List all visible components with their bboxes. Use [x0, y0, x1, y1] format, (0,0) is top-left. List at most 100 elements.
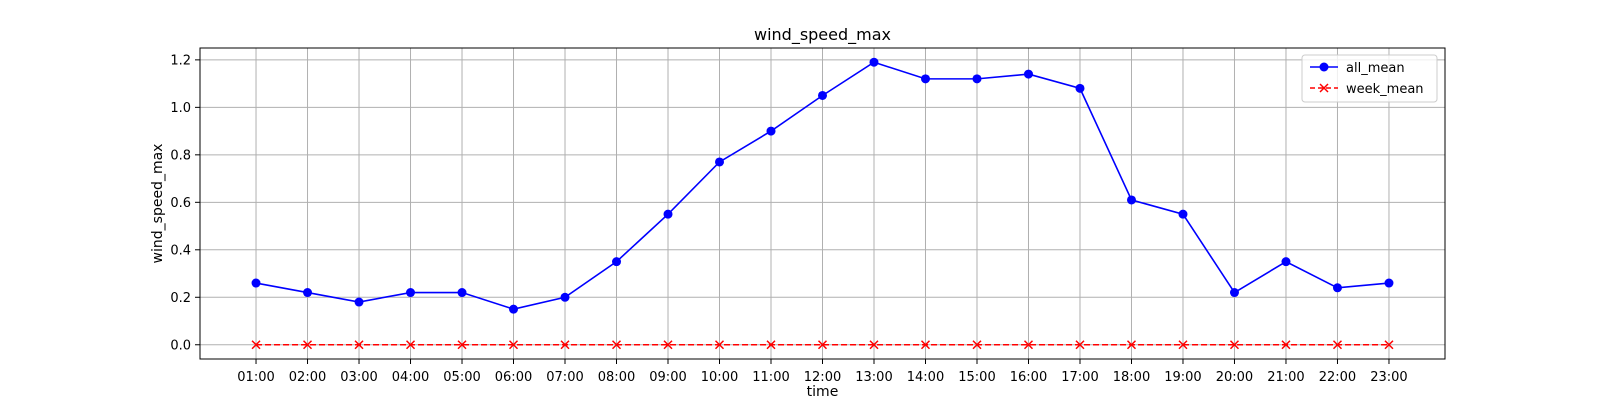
legend-x-marker — [1319, 83, 1329, 93]
data-point-all-mean — [457, 288, 467, 298]
x-tick-label: 18:00 — [1113, 370, 1150, 385]
data-point-week-mean — [714, 340, 725, 350]
data-point-week-mean — [1332, 340, 1343, 350]
marker-stroke — [1023, 340, 1034, 350]
marker-stroke — [1332, 340, 1343, 350]
data-point-all-mean — [920, 74, 930, 84]
data-point-all-mean — [972, 74, 982, 84]
x-tick-label: 08:00 — [598, 370, 635, 385]
marker-stroke — [714, 340, 725, 350]
y-tick-label: 1.0 — [170, 101, 191, 116]
data-point-week-mean — [1023, 340, 1034, 350]
y-axis-title: wind_speed_max — [150, 144, 166, 264]
data-point-week-mean — [663, 340, 673, 350]
data-point-all-mean — [1281, 257, 1291, 267]
legend-label-week-mean: week_mean — [1346, 82, 1424, 97]
data-point-all-mean — [766, 126, 776, 136]
x-tick-label: 07:00 — [546, 370, 583, 385]
marker-stroke — [1319, 83, 1329, 93]
legend-label-all-mean: all_mean — [1346, 61, 1405, 76]
x-tick-label: 22:00 — [1319, 370, 1356, 385]
data-point-all-mean — [1075, 83, 1085, 93]
data-point-all-mean — [354, 297, 364, 307]
data-point-week-mean — [611, 340, 622, 350]
marker-stroke — [972, 340, 982, 350]
marker-stroke — [1281, 340, 1291, 350]
x-tick-label: 10:00 — [701, 370, 738, 385]
data-point-week-mean — [1126, 340, 1137, 350]
x-tick-label: 02:00 — [289, 370, 326, 385]
marker-stroke — [1384, 340, 1394, 350]
y-tick-label: 0.0 — [170, 338, 191, 353]
marker-stroke — [560, 340, 570, 350]
data-point-all-mean — [1332, 283, 1342, 293]
data-point-all-mean — [251, 278, 261, 288]
data-point-all-mean — [715, 157, 725, 167]
marker-stroke — [354, 340, 364, 350]
legend-marker-week-mean — [1319, 83, 1329, 93]
y-tick-label: 1.2 — [170, 53, 191, 68]
marker-stroke — [302, 340, 313, 350]
chart-title: wind_speed_max — [754, 25, 891, 45]
data-point-all-mean — [818, 90, 827, 100]
y-tick-label: 0.4 — [170, 243, 191, 258]
x-tick-label: 01:00 — [237, 370, 274, 385]
marker-stroke — [611, 340, 622, 350]
data-point-all-mean — [612, 257, 622, 267]
data-point-week-mean — [508, 340, 519, 350]
axis-ticks: 01:00 02:00 03:00 04:00 05:00 06:00 07:00 08:00… — [170, 53, 1407, 385]
data-point-week-mean — [766, 340, 776, 350]
x-tick-label: 20:00 — [1216, 370, 1253, 385]
marker-stroke — [766, 340, 776, 350]
series-layer — [251, 57, 1394, 350]
data-point-all-mean — [1178, 209, 1188, 219]
x-tick-label: 19:00 — [1164, 370, 1201, 385]
data-point-all-mean — [1229, 288, 1239, 298]
marker-stroke — [869, 340, 879, 350]
x-tick-label: 05:00 — [443, 370, 480, 385]
data-point-week-mean — [560, 340, 570, 350]
x-tick-label: 23:00 — [1370, 370, 1407, 385]
data-point-all-mean — [1126, 195, 1136, 205]
data-point-all-mean — [1384, 278, 1394, 288]
data-point-week-mean — [302, 340, 313, 350]
x-tick-label: 03:00 — [340, 370, 377, 385]
data-point-week-mean — [1178, 340, 1188, 350]
data-point-week-mean — [405, 340, 416, 350]
data-point-week-mean — [251, 340, 261, 350]
data-point-all-mean — [303, 288, 313, 298]
x-tick-label: 14:00 — [907, 370, 944, 385]
x-tick-label: 06:00 — [495, 370, 532, 385]
data-point-week-mean — [1384, 340, 1394, 350]
y-tick-label: 0.8 — [170, 148, 191, 163]
marker-stroke — [920, 340, 931, 350]
data-point-week-mean — [817, 340, 828, 350]
marker-stroke — [1229, 340, 1240, 350]
x-tick-label: 13:00 — [855, 370, 892, 385]
data-point-all-mean — [406, 288, 416, 298]
x-tick-label: 21:00 — [1267, 370, 1304, 385]
marker-stroke — [1178, 340, 1188, 350]
x-tick-label: 15:00 — [958, 370, 995, 385]
x-tick-label: 04:00 — [392, 370, 429, 385]
data-point-week-mean — [920, 340, 931, 350]
x-axis-title: time — [807, 384, 839, 400]
marker-stroke — [251, 340, 261, 350]
data-point-all-mean — [509, 304, 519, 314]
marker-stroke — [817, 340, 828, 350]
marker-stroke — [1126, 340, 1137, 350]
data-point-week-mean — [972, 340, 982, 350]
data-point-all-mean — [869, 57, 879, 67]
marker-stroke — [405, 340, 416, 350]
data-point-week-mean — [1075, 340, 1085, 350]
marker-stroke — [1075, 340, 1085, 350]
marker-stroke — [508, 340, 519, 350]
x-tick-label: 16:00 — [1010, 370, 1047, 385]
x-tick-label: 09:00 — [649, 370, 686, 385]
legend: all_mean week_mean — [1301, 54, 1438, 103]
x-tick-label: 12:00 — [804, 370, 841, 385]
data-point-all-mean — [1023, 69, 1033, 79]
data-point-week-mean — [869, 340, 879, 350]
marker-stroke — [663, 340, 673, 350]
